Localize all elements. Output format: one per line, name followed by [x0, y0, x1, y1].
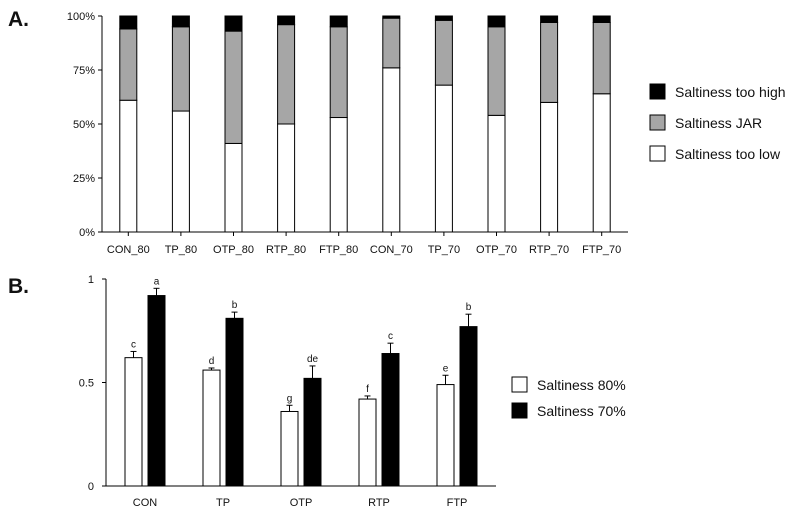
bar — [303, 377, 322, 487]
bar-segment — [329, 117, 348, 233]
x-tick-label-a: RTP_80 — [266, 244, 306, 256]
bar — [202, 369, 221, 487]
y-tick-label-b: 1 — [88, 274, 94, 286]
bar — [124, 357, 143, 487]
legend-swatch — [649, 114, 666, 131]
x-tick-label-b: RTP — [368, 497, 390, 509]
x-tick-label-a: OTP_80 — [213, 244, 254, 256]
significance-letter: f — [366, 384, 369, 395]
bar-segment — [171, 110, 190, 233]
bar-segment — [592, 15, 611, 23]
bar-segment — [119, 28, 138, 101]
bar-segment — [382, 17, 401, 69]
bar-segment — [277, 24, 296, 125]
bar — [147, 295, 166, 487]
bar-segment — [487, 15, 506, 28]
legend-label: Saltiness too high — [675, 84, 786, 100]
significance-letter: c — [388, 331, 393, 342]
y-tick-label-a: 0% — [79, 227, 95, 239]
bar-segment — [224, 30, 243, 144]
bar — [225, 317, 244, 487]
significance-letter: b — [466, 302, 472, 313]
bar-segment — [224, 142, 243, 233]
x-tick-label-b: FTP — [447, 497, 468, 509]
legend-label: Saltiness JAR — [675, 115, 762, 131]
x-tick-label-a: OTP_70 — [476, 244, 517, 256]
y-tick-label-a: 75% — [73, 65, 95, 77]
x-tick-label-a: RTP_70 — [529, 244, 569, 256]
significance-letter: c — [131, 339, 136, 350]
significance-letter: de — [307, 354, 319, 365]
chart-b-legend: Saltiness 80% Saltiness 70% — [511, 376, 626, 419]
bar — [358, 398, 377, 487]
bar-segment — [487, 114, 506, 233]
x-tick-label-b: TP — [216, 497, 230, 509]
bar-segment — [592, 93, 611, 233]
y-tick-label-b: 0.5 — [79, 378, 94, 390]
bar — [436, 384, 455, 487]
bar-segment — [382, 15, 401, 19]
bar-segment — [329, 26, 348, 119]
legend-label: Saltiness 80% — [537, 377, 626, 393]
legend-swatch — [511, 402, 528, 419]
x-tick-label-a: CON_80 — [107, 244, 150, 256]
bar-segment — [540, 21, 559, 103]
bar-segment — [487, 26, 506, 116]
x-tick-label-a: FTP_70 — [582, 244, 621, 256]
y-tick-label-a: 100% — [67, 11, 95, 23]
legend-swatch — [649, 145, 666, 162]
legend-swatch — [511, 376, 528, 393]
bar-segment — [329, 15, 348, 28]
y-tick-label-b: 0 — [88, 481, 94, 493]
bar-segment — [540, 15, 559, 23]
bar-segment — [171, 15, 190, 28]
legend-label: Saltiness 70% — [537, 403, 626, 419]
bar-segment — [277, 123, 296, 233]
significance-letter: d — [209, 356, 215, 367]
panel-b-label: B. — [8, 275, 29, 298]
bar-segment — [119, 99, 138, 233]
x-tick-label-b: OTP — [290, 497, 313, 509]
significance-letter: e — [443, 363, 449, 374]
panel-a-label: A. — [8, 8, 29, 31]
bar — [381, 353, 400, 487]
legend-swatch — [649, 83, 666, 100]
bar — [459, 326, 478, 487]
bar-segment — [224, 15, 243, 32]
bar-segment — [434, 15, 453, 21]
significance-letter: g — [287, 393, 293, 404]
bar-segment — [277, 15, 296, 26]
chart-b-grouped-bars: 0 0.5 1 c a CON d b TP g de OTP f c RTP e b FTP — [79, 274, 496, 509]
significance-letter: a — [154, 276, 160, 287]
x-tick-label-a: TP_70 — [428, 244, 460, 256]
bar-segment — [540, 101, 559, 233]
x-tick-label-a: FTP_80 — [319, 244, 358, 256]
bar-segment — [592, 21, 611, 95]
legend-label: Saltiness too low — [675, 146, 781, 162]
bar-segment — [171, 26, 190, 112]
bar-segment — [382, 67, 401, 233]
x-tick-label-a: CON_70 — [370, 244, 413, 256]
x-tick-label-a: TP_80 — [165, 244, 197, 256]
bar-segment — [434, 19, 453, 86]
x-tick-label-b: CON — [133, 497, 158, 509]
y-tick-label-a: 25% — [73, 173, 95, 185]
y-tick-label-a: 50% — [73, 119, 95, 131]
bar-segment — [119, 15, 138, 30]
chart-a-legend: Saltiness too high Saltiness JAR Saltiness… — [649, 83, 786, 162]
bar-segment — [434, 84, 453, 233]
significance-letter: b — [232, 300, 238, 311]
bar — [280, 410, 299, 487]
chart-a-stacked-bars: 0% 25% 50% 75% 100% CON_80 TP_80 OTP_80 RTP_80 FT… — [67, 11, 628, 256]
